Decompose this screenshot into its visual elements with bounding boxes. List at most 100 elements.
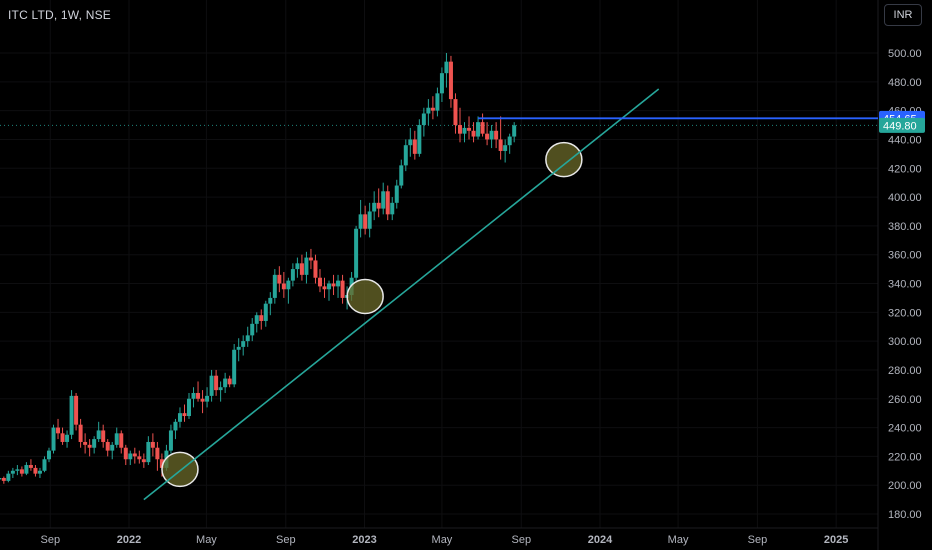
candle-body bbox=[6, 473, 11, 481]
candle-body bbox=[281, 283, 286, 290]
candle-body bbox=[78, 424, 83, 442]
x-tick-label: May bbox=[196, 534, 217, 546]
y-tick-label: 340.00 bbox=[888, 279, 922, 291]
touch-point-circle bbox=[346, 278, 384, 315]
candle-body bbox=[155, 447, 160, 460]
y-tick-label: 400.00 bbox=[888, 192, 922, 204]
x-tick-label: Sep bbox=[511, 534, 531, 546]
candle-body bbox=[105, 441, 110, 451]
x-tick-label: May bbox=[432, 534, 453, 546]
candle-body bbox=[232, 349, 237, 385]
candle-body bbox=[254, 315, 259, 324]
candle-body bbox=[209, 375, 214, 396]
candle-body bbox=[476, 122, 481, 137]
candle-body bbox=[60, 433, 65, 442]
candle-body bbox=[336, 280, 341, 287]
candle-body bbox=[96, 430, 101, 440]
candle-body bbox=[512, 125, 517, 137]
candle-body bbox=[56, 427, 61, 434]
candle-body bbox=[295, 263, 300, 270]
symbol-title: ITC LTD, 1W, NSE bbox=[8, 8, 111, 22]
x-tick-label: 2022 bbox=[117, 534, 141, 546]
candle-body bbox=[187, 398, 192, 417]
candle-body bbox=[28, 465, 33, 468]
candle-body bbox=[123, 447, 128, 460]
x-tick-label: 2025 bbox=[824, 534, 848, 546]
candle-body bbox=[236, 346, 241, 350]
price-label-box bbox=[879, 117, 925, 133]
candle-body bbox=[272, 274, 277, 298]
candle-body bbox=[399, 165, 404, 186]
candle-body bbox=[51, 427, 56, 451]
candle-body bbox=[46, 450, 51, 460]
y-tick-label: 300.00 bbox=[888, 336, 922, 348]
candle-body bbox=[250, 323, 255, 336]
candle-body bbox=[467, 127, 472, 131]
candle-body bbox=[83, 441, 88, 445]
x-tick-label: 2024 bbox=[588, 534, 613, 546]
candle-body bbox=[308, 257, 313, 261]
candle-body bbox=[372, 202, 377, 212]
candle-body bbox=[87, 444, 92, 448]
x-tick-label: 2023 bbox=[352, 534, 376, 546]
x-tick-label: May bbox=[668, 534, 689, 546]
candle-body bbox=[191, 392, 196, 399]
candle-body bbox=[24, 465, 29, 474]
candle-body bbox=[299, 263, 304, 275]
y-tick-label: 500.00 bbox=[888, 48, 922, 60]
candle-body bbox=[394, 185, 399, 203]
candle-body bbox=[471, 130, 476, 137]
candle-body bbox=[453, 99, 458, 126]
y-tick-label: 240.00 bbox=[888, 423, 922, 435]
candle-body bbox=[141, 459, 146, 463]
candle-body bbox=[363, 214, 368, 229]
candle-body bbox=[435, 93, 440, 111]
support-trendline bbox=[143, 88, 660, 501]
candle-body bbox=[340, 280, 345, 298]
candle-body bbox=[268, 297, 273, 304]
candle-body bbox=[19, 469, 24, 474]
candle-body bbox=[159, 459, 164, 468]
candle-body bbox=[439, 73, 444, 94]
candle-body bbox=[408, 139, 413, 146]
candle-body bbox=[354, 228, 359, 278]
candle-body bbox=[173, 421, 178, 431]
candle-body bbox=[313, 260, 318, 278]
candle-body bbox=[381, 191, 386, 209]
y-tick-label: 480.00 bbox=[888, 77, 922, 89]
candle-body bbox=[421, 113, 426, 126]
currency-button[interactable]: INR bbox=[884, 4, 922, 26]
y-tick-label: 200.00 bbox=[888, 480, 922, 492]
candle-body bbox=[331, 283, 336, 287]
candle-body bbox=[10, 470, 15, 474]
candle-body bbox=[223, 378, 228, 388]
candle-body bbox=[444, 61, 449, 74]
candle-body bbox=[110, 444, 115, 451]
candle-body bbox=[358, 214, 363, 229]
candle-body bbox=[507, 136, 512, 146]
candle-body bbox=[119, 433, 124, 448]
price-label: 449.80 bbox=[883, 120, 917, 132]
y-tick-label: 360.00 bbox=[888, 250, 922, 262]
candle-body bbox=[1, 477, 6, 481]
candle-body bbox=[376, 202, 381, 209]
candle-body bbox=[417, 125, 422, 154]
candle-body bbox=[480, 122, 485, 134]
candle-body bbox=[205, 395, 210, 402]
candle-body bbox=[0, 477, 2, 480]
candle-body bbox=[259, 315, 264, 321]
candle-body bbox=[33, 467, 38, 474]
y-tick-label: 260.00 bbox=[888, 394, 922, 406]
candle-body bbox=[241, 341, 246, 347]
x-tick-label: Sep bbox=[748, 534, 768, 546]
candle-body bbox=[69, 395, 74, 435]
candle-body bbox=[304, 257, 309, 275]
candle-body bbox=[168, 430, 173, 451]
candle-body bbox=[263, 303, 268, 321]
candle-body bbox=[150, 441, 155, 448]
candle-body bbox=[426, 107, 431, 114]
candle-body bbox=[42, 459, 47, 471]
candle-body bbox=[128, 453, 133, 460]
